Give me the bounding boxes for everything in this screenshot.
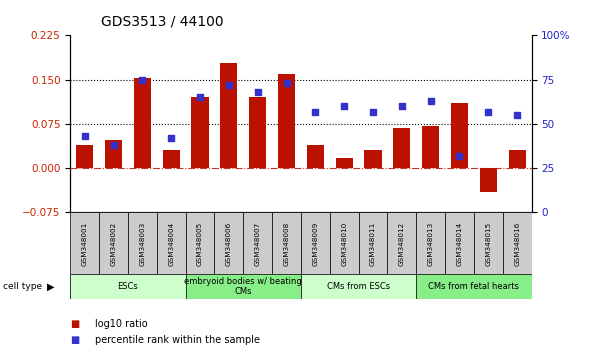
Point <box>310 109 320 114</box>
Point <box>512 112 522 118</box>
Text: cell type: cell type <box>3 282 42 291</box>
Bar <box>105 140 122 168</box>
Text: GSM348002: GSM348002 <box>111 221 117 266</box>
Text: GSM348008: GSM348008 <box>284 221 290 266</box>
Bar <box>278 74 295 168</box>
Point <box>483 109 493 114</box>
Bar <box>307 144 324 168</box>
Point <box>339 103 349 109</box>
Text: CMs from ESCs: CMs from ESCs <box>327 282 390 291</box>
Bar <box>272 212 301 274</box>
Point <box>195 95 205 100</box>
Text: ■: ■ <box>70 319 79 329</box>
Point <box>426 98 436 104</box>
Text: log10 ratio: log10 ratio <box>95 319 147 329</box>
Bar <box>186 274 301 299</box>
Bar <box>243 212 272 274</box>
Text: embryoid bodies w/ beating
CMs: embryoid bodies w/ beating CMs <box>185 277 302 296</box>
Text: GSM348001: GSM348001 <box>82 221 88 266</box>
Point <box>80 133 90 139</box>
Point <box>253 89 263 95</box>
Bar <box>249 97 266 168</box>
Text: GDS3513 / 44100: GDS3513 / 44100 <box>101 14 224 28</box>
Point <box>109 142 119 148</box>
Point <box>397 103 407 109</box>
Point <box>455 153 464 159</box>
Bar <box>99 212 128 274</box>
Bar <box>186 212 214 274</box>
Text: GSM348012: GSM348012 <box>399 221 405 266</box>
Bar <box>480 168 497 192</box>
Text: GSM348007: GSM348007 <box>255 221 261 266</box>
Bar <box>214 212 243 274</box>
Point <box>224 82 234 88</box>
Text: GSM348011: GSM348011 <box>370 221 376 266</box>
Bar <box>70 274 186 299</box>
Text: GSM348014: GSM348014 <box>456 221 463 266</box>
Bar <box>157 212 186 274</box>
Bar <box>508 150 526 168</box>
Bar <box>364 150 382 168</box>
Bar <box>301 212 330 274</box>
Bar <box>445 212 474 274</box>
Point <box>368 109 378 114</box>
Bar <box>128 212 157 274</box>
Text: GSM348015: GSM348015 <box>485 221 491 266</box>
Text: CMs from fetal hearts: CMs from fetal hearts <box>428 282 519 291</box>
Text: ■: ■ <box>70 335 79 345</box>
Point <box>166 135 176 141</box>
Bar <box>387 212 416 274</box>
Bar <box>70 212 99 274</box>
Text: GSM348004: GSM348004 <box>168 221 174 266</box>
Text: GSM348010: GSM348010 <box>341 221 347 266</box>
Bar <box>76 144 93 168</box>
Bar <box>301 274 416 299</box>
Bar <box>191 97 209 168</box>
Text: GSM348013: GSM348013 <box>428 221 434 266</box>
Bar <box>134 79 151 168</box>
Bar <box>330 212 359 274</box>
Bar <box>451 103 468 168</box>
Text: ESCs: ESCs <box>117 282 138 291</box>
Point <box>282 80 291 86</box>
Bar <box>335 158 353 168</box>
Text: ▶: ▶ <box>47 282 54 292</box>
Bar <box>220 63 238 168</box>
Point <box>137 77 147 82</box>
Bar <box>163 150 180 168</box>
Text: GSM348003: GSM348003 <box>139 221 145 266</box>
Text: GSM348009: GSM348009 <box>312 221 318 266</box>
Bar <box>393 128 411 168</box>
Bar <box>474 212 503 274</box>
Bar <box>359 212 387 274</box>
Bar <box>422 126 439 168</box>
Text: GSM348006: GSM348006 <box>226 221 232 266</box>
Text: GSM348016: GSM348016 <box>514 221 520 266</box>
Text: percentile rank within the sample: percentile rank within the sample <box>95 335 260 345</box>
Text: GSM348005: GSM348005 <box>197 221 203 266</box>
Bar <box>416 274 532 299</box>
Bar <box>416 212 445 274</box>
Bar <box>503 212 532 274</box>
